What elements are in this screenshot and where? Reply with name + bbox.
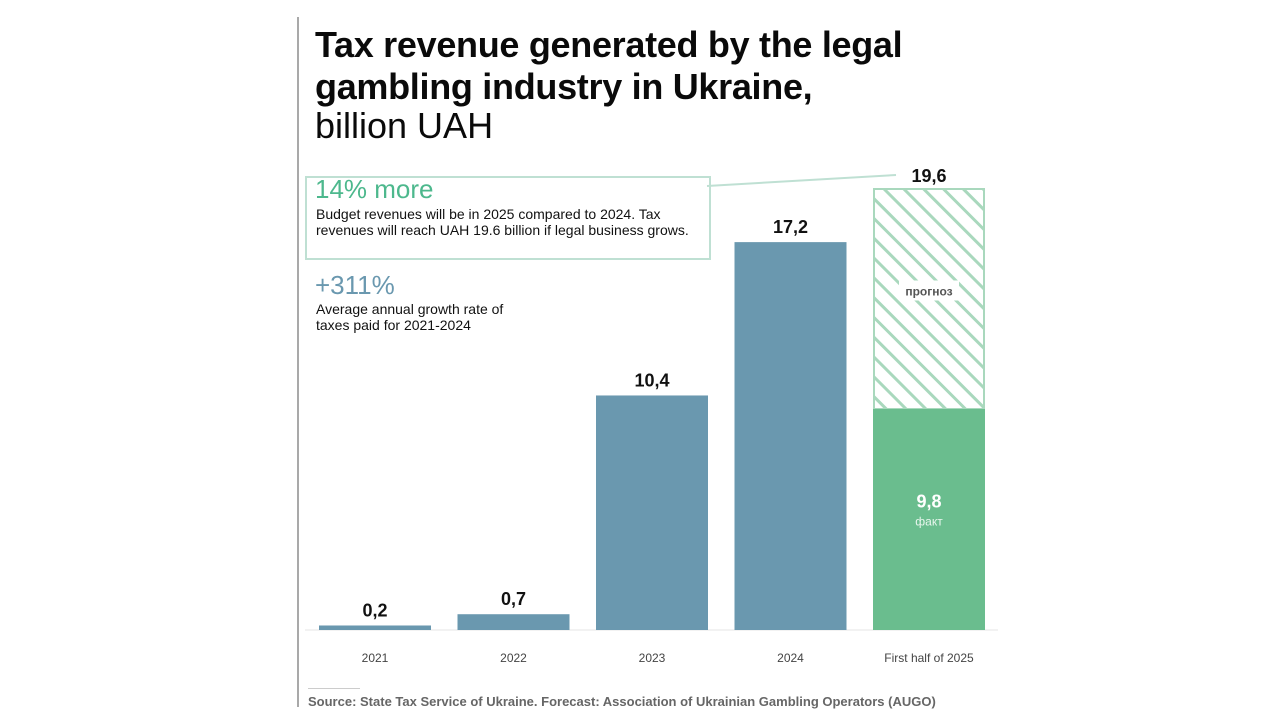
forecast-word-label: прогноз [905, 285, 952, 299]
fact-value-label: 9,8 [916, 492, 941, 512]
fact-word-label: факт [915, 515, 943, 529]
annotation-cagr-text: Average annual growth rate of taxes paid… [316, 301, 504, 333]
bar-2021 [319, 625, 431, 630]
source-note: Source: State Tax Service of Ukraine. Fo… [308, 694, 936, 709]
annotation-growth-text: Budget revenues will be in 2025 compared… [316, 206, 689, 238]
bar-fact-segment [873, 409, 985, 630]
annotation-callout-box [305, 176, 711, 260]
x-tick-label: First half of 2025 [884, 651, 974, 665]
bar-value-label: 10,4 [634, 370, 669, 390]
bar-value-label: 0,7 [501, 589, 526, 609]
annotation-cagr-headline: +311% [315, 270, 395, 300]
left-divider [297, 17, 299, 707]
x-tick-label: 2024 [777, 651, 804, 665]
forecast-total-label: 19,6 [911, 166, 946, 186]
source-rule [308, 688, 360, 689]
x-tick-label: 2023 [639, 651, 666, 665]
x-tick-label: 2022 [500, 651, 527, 665]
annotation-growth-headline: 14% more [315, 174, 434, 204]
bar-2024 [734, 242, 847, 631]
chart-title: Tax revenue generated by the legal gambl… [315, 24, 903, 107]
chart-subtitle: billion UAH [315, 105, 494, 146]
bar-2022 [457, 614, 570, 630]
bar-2023 [596, 395, 708, 630]
bar-value-label: 17,2 [773, 217, 808, 237]
forecast-word-background [899, 280, 959, 301]
x-tick-label: 2021 [362, 651, 389, 665]
bar-value-label: 0,2 [362, 600, 387, 620]
